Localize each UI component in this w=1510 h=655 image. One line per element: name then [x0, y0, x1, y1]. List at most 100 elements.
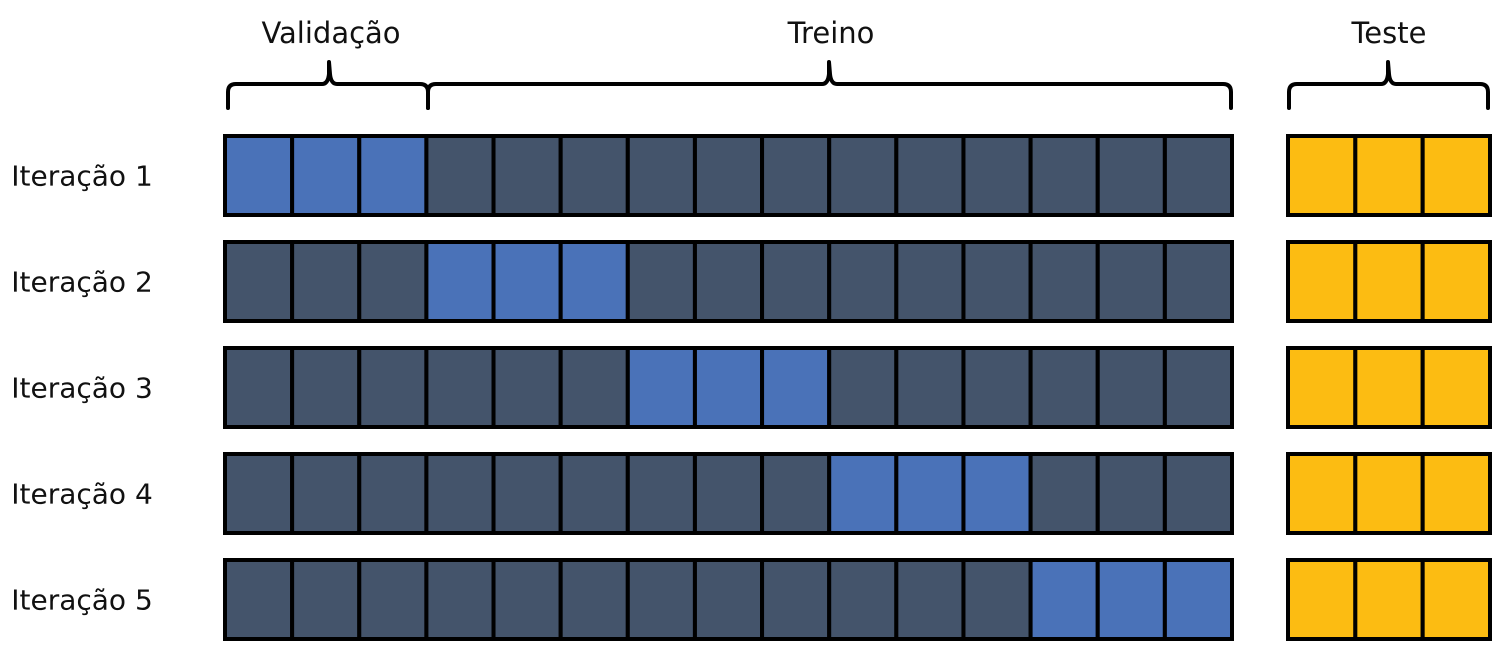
validation-block	[1162, 558, 1234, 641]
validation-block	[625, 346, 697, 429]
test-block	[1353, 134, 1425, 217]
train-block	[491, 346, 563, 429]
train-block	[827, 240, 899, 323]
train-block	[1028, 240, 1100, 323]
train-block	[357, 346, 429, 429]
train-block	[894, 240, 966, 323]
train-block	[357, 558, 429, 641]
train-block	[558, 134, 630, 217]
train-block	[894, 134, 966, 217]
train-block	[491, 452, 563, 535]
test-block	[1353, 558, 1425, 641]
validation-block	[223, 134, 295, 217]
validation-block	[1095, 558, 1167, 641]
train-block	[692, 452, 765, 535]
validation-block	[827, 452, 899, 535]
test-block	[1286, 452, 1358, 535]
train-block	[223, 558, 295, 641]
train-block	[1162, 134, 1234, 217]
validation-block	[290, 134, 362, 217]
validation-block	[491, 240, 563, 323]
train-block	[1162, 452, 1234, 535]
train-block	[1095, 452, 1167, 535]
test-block	[1420, 558, 1493, 641]
validation-brace	[226, 60, 430, 110]
test-brace	[1287, 60, 1490, 110]
train-block	[894, 558, 966, 641]
train-block	[223, 346, 295, 429]
train-block	[558, 558, 630, 641]
iteration-row-2: Iteração 2	[11, 240, 1493, 323]
iteration-label: Iteração 3	[11, 372, 153, 405]
header-validation: Validação	[261, 16, 400, 50]
test-block	[1286, 558, 1358, 641]
validation-block	[357, 134, 429, 217]
test-block	[1420, 452, 1493, 535]
train-block	[1162, 346, 1234, 429]
train-block	[692, 558, 765, 641]
train-block	[1028, 452, 1100, 535]
train-block	[290, 346, 362, 429]
train-block	[290, 452, 362, 535]
train-block	[827, 346, 899, 429]
train-block	[692, 240, 765, 323]
train-block	[894, 346, 966, 429]
train-block	[290, 240, 362, 323]
train-block	[290, 558, 362, 641]
test-block	[1286, 240, 1358, 323]
train-block	[1095, 240, 1167, 323]
validation-block	[894, 452, 966, 535]
train-block	[424, 558, 496, 641]
validation-block	[760, 346, 832, 429]
train-block	[827, 134, 899, 217]
train-block	[961, 240, 1033, 323]
validation-block	[424, 240, 496, 323]
test-block	[1420, 346, 1493, 429]
train-block	[625, 134, 697, 217]
test-block	[1286, 134, 1358, 217]
train-block	[625, 558, 697, 641]
iteration-label: Iteração 2	[11, 266, 153, 299]
train-block	[961, 134, 1033, 217]
train-block	[424, 346, 496, 429]
train-block	[558, 346, 630, 429]
iteration-row-1: Iteração 1	[11, 134, 1493, 217]
train-block	[1095, 134, 1167, 217]
iteration-label: Iteração 1	[11, 160, 153, 193]
train-block	[223, 452, 295, 535]
validation-block	[558, 240, 630, 323]
header-train: Treino	[787, 16, 875, 50]
train-block	[1028, 346, 1100, 429]
train-block	[357, 240, 429, 323]
iteration-row-4: Iteração 4	[11, 452, 1493, 535]
train-block	[223, 240, 295, 323]
iteration-label: Iteração 5	[11, 584, 153, 617]
iteration-row-3: Iteração 3	[11, 346, 1493, 429]
train-block	[558, 452, 630, 535]
train-brace	[426, 60, 1233, 110]
train-block	[692, 134, 765, 217]
test-block	[1353, 452, 1425, 535]
train-block	[760, 452, 832, 535]
validation-block	[1028, 558, 1100, 641]
train-block	[827, 558, 899, 641]
train-block	[424, 134, 496, 217]
validation-block	[692, 346, 765, 429]
train-block	[1028, 134, 1100, 217]
test-block	[1420, 134, 1493, 217]
train-block	[491, 134, 563, 217]
train-block	[625, 240, 697, 323]
test-block	[1353, 240, 1425, 323]
train-block	[625, 452, 697, 535]
test-block	[1286, 346, 1358, 429]
iteration-rows: Iteração 1 Iteração 2 Iteração 3 Iteração 4…	[11, 134, 1493, 641]
train-block	[424, 452, 496, 535]
iteration-label: Iteração 4	[11, 478, 153, 511]
train-block	[357, 452, 429, 535]
train-block	[760, 134, 832, 217]
train-block	[961, 558, 1033, 641]
train-block	[1095, 346, 1167, 429]
train-block	[760, 240, 832, 323]
train-block	[1162, 240, 1234, 323]
